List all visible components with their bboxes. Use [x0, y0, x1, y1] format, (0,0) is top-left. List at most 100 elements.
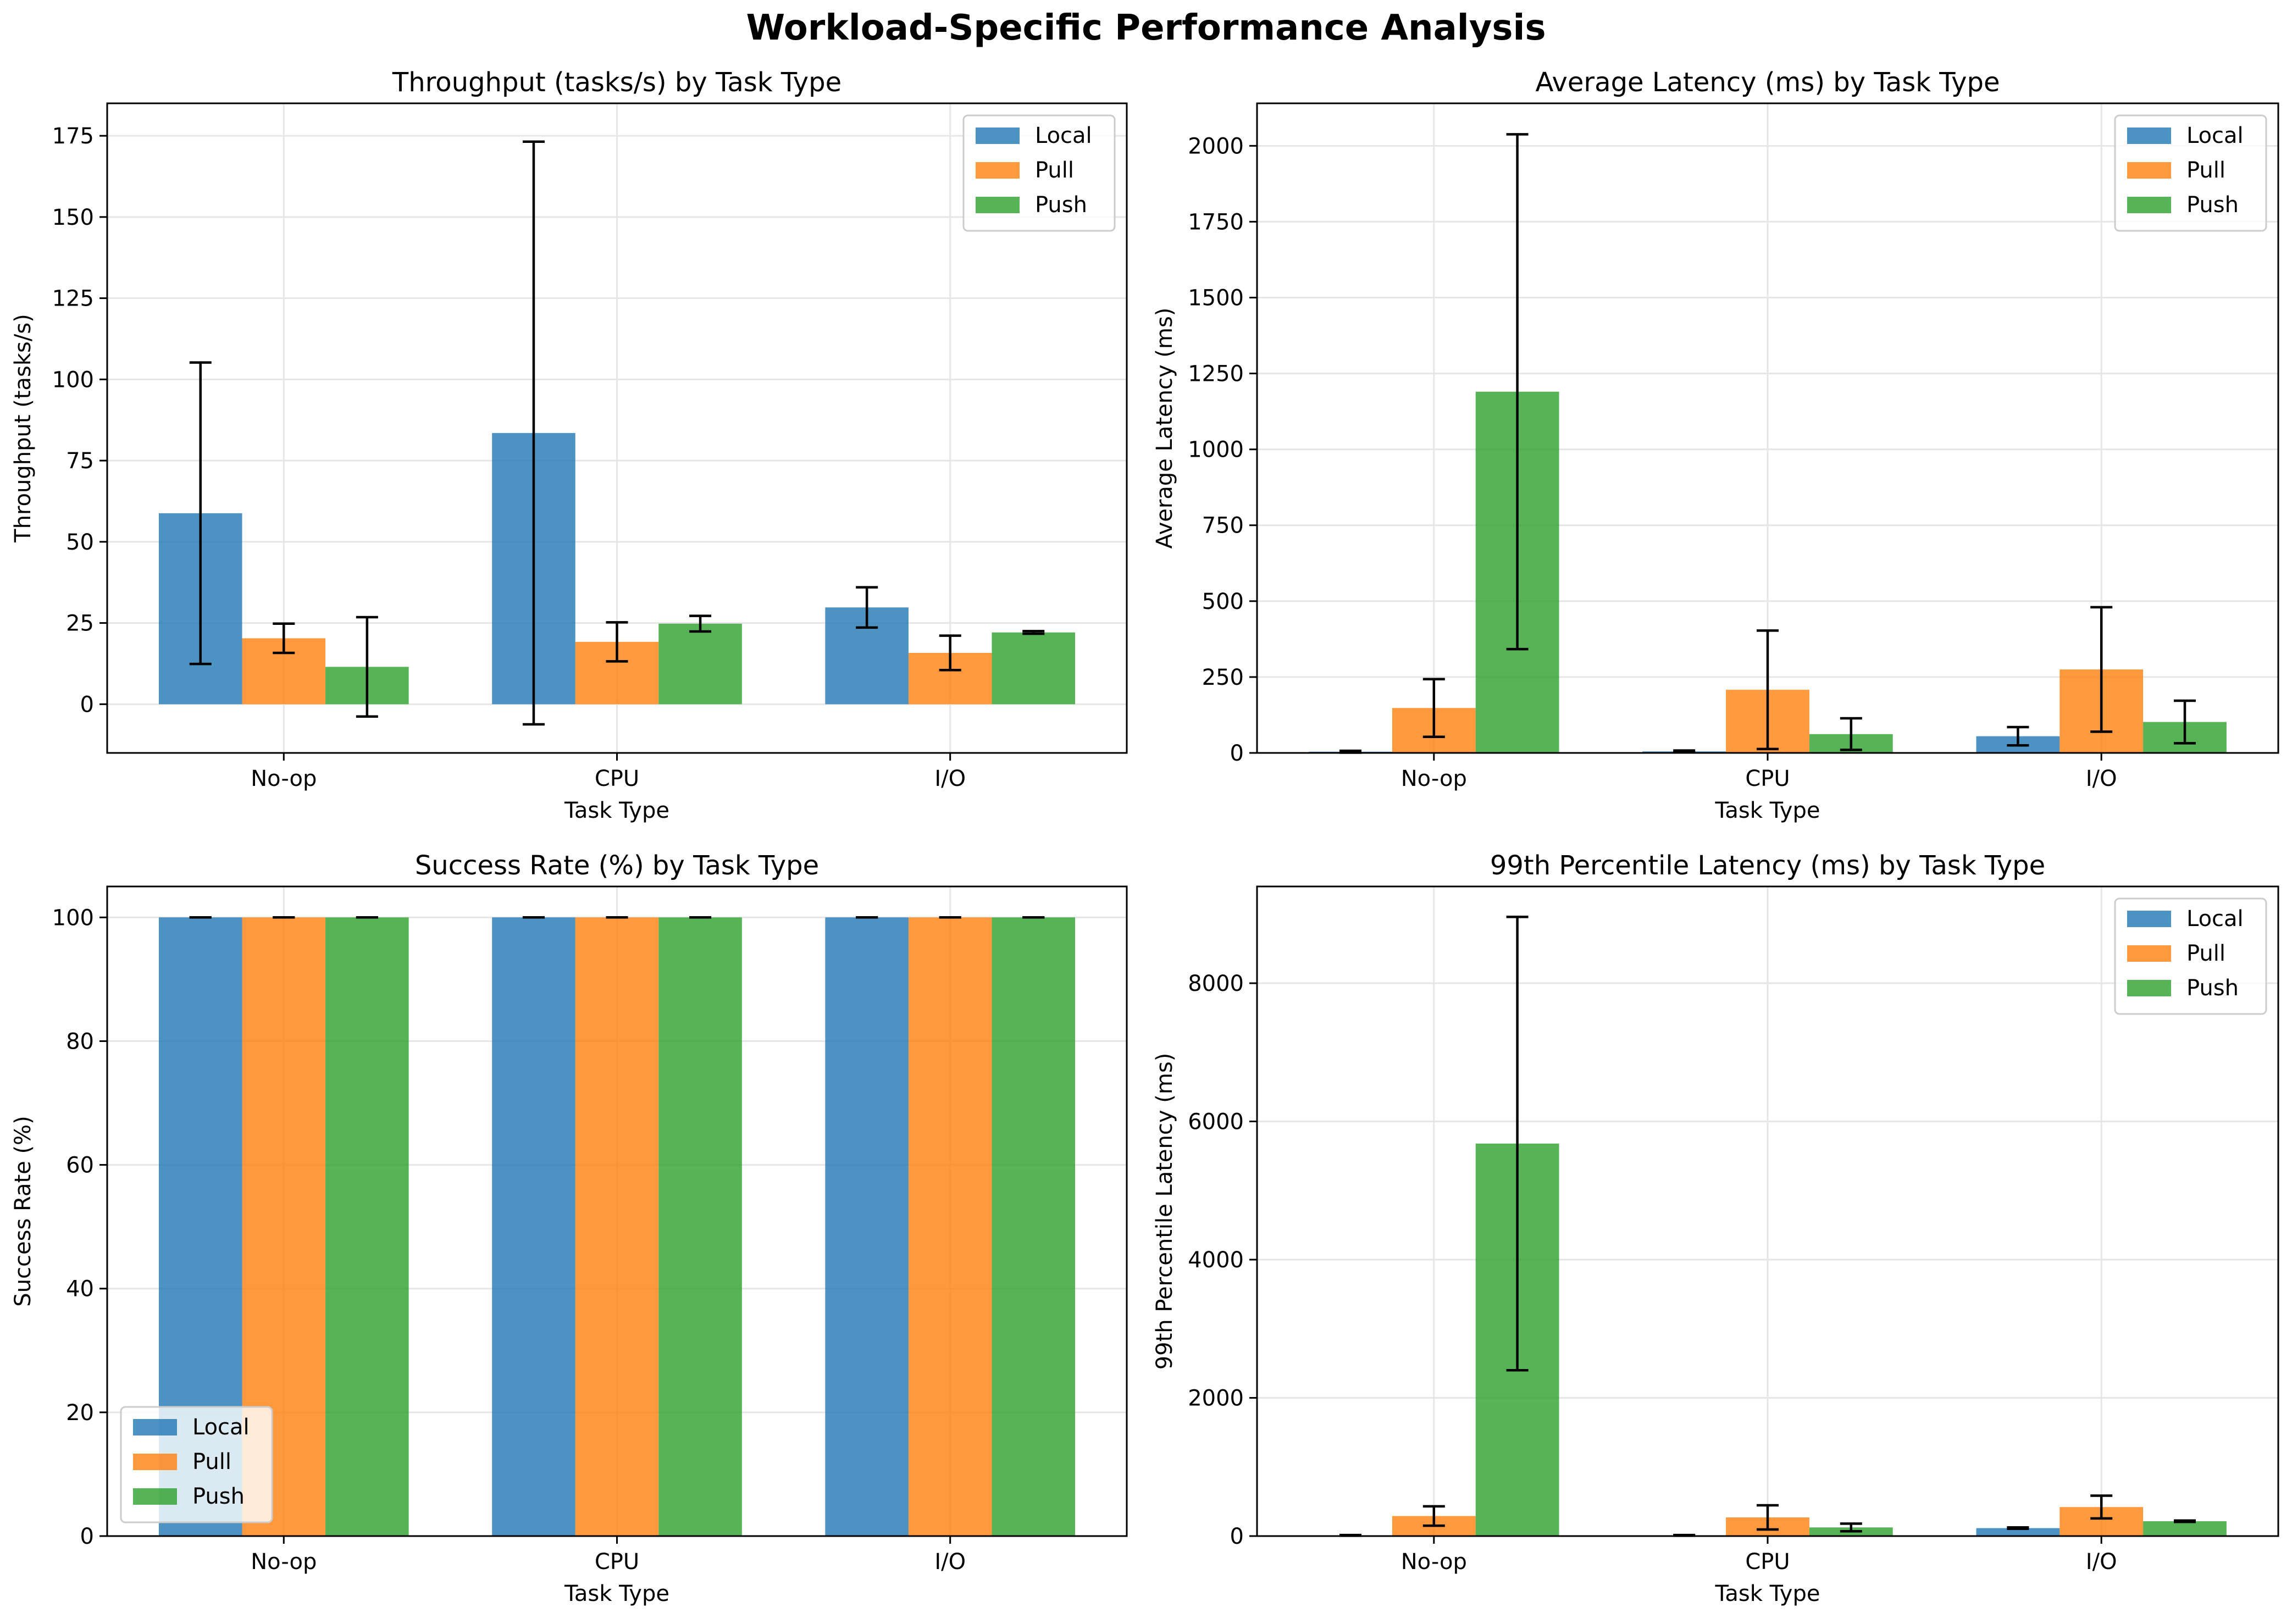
legend: Local Pull Push [962, 114, 1116, 232]
x-axis-label: Task Type [564, 1581, 669, 1606]
y-tick-label: 75 [66, 448, 94, 474]
y-tick-label: 175 [52, 124, 94, 149]
error-bar [689, 614, 712, 633]
legend-swatch-local [2127, 128, 2171, 144]
y-tick-label: 0 [80, 692, 94, 717]
error-bar [1506, 133, 1529, 651]
x-tick-label: CPU [595, 766, 639, 791]
legend-swatch-push [2127, 197, 2171, 213]
legend-label-local: Local [192, 1415, 250, 1440]
y-tick-label: 100 [52, 367, 94, 392]
chart-title: Success Rate (%) by Task Type [415, 850, 819, 881]
y-tick-label: 6000 [1188, 1110, 1244, 1135]
chart-4: 0 2000 4000 6000 8000 No-op CPU I/O 99th Percent… [1152, 850, 2279, 1606]
legend-label-local: Local [1035, 123, 1092, 148]
legend-swatch-pull [976, 162, 1020, 179]
bar-push-io [992, 917, 1076, 1536]
chart-title: Throughput (tasks/s) by Task Type [392, 67, 841, 98]
x-tick-label: I/O [934, 766, 966, 791]
error-bar [1757, 629, 1779, 751]
y-tick-label: 125 [52, 286, 94, 312]
error-bar [1673, 749, 1696, 754]
y-tick-label: 1000 [1188, 437, 1244, 463]
y-tick-label: 25 [66, 611, 94, 636]
error-bar [2007, 1526, 2029, 1531]
error-bar [1422, 678, 1445, 738]
legend-swatch-push [2127, 980, 2171, 996]
error-bar [2007, 725, 2029, 747]
error-bar [273, 622, 295, 655]
x-tick-label: I/O [934, 1549, 966, 1575]
bar-push-cpu [658, 917, 742, 1536]
y-tick-label: 500 [1202, 589, 1244, 614]
legend-label-push: Push [2186, 192, 2239, 218]
x-tick-label: No-op [1401, 1549, 1467, 1575]
error-bar [2090, 1494, 2113, 1520]
legend-swatch-push [133, 1488, 177, 1505]
legend-swatch-local [2127, 911, 2171, 927]
error-bar [1757, 1504, 1779, 1531]
legend-swatch-pull [2127, 162, 2171, 179]
bar-pull-io [908, 917, 992, 1536]
error-bar [939, 634, 961, 672]
y-tick-label: 0 [1230, 741, 1244, 766]
chart-title: Average Latency (ms) by Task Type [1535, 67, 2000, 98]
legend-label-pull: Pull [192, 1449, 231, 1475]
chart-1: 0 25 50 75 100 125 150 175 No-op CPU I/O Throughput… [10, 67, 1128, 823]
error-bar [522, 140, 545, 726]
y-tick-label: 150 [52, 205, 94, 230]
y-tick-label: 0 [1230, 1524, 1244, 1549]
y-tick-label: 4000 [1188, 1248, 1244, 1273]
y-tick-label: 20 [66, 1400, 94, 1426]
y-axis-label: Success Rate (%) [10, 1116, 36, 1306]
legend-label-pull: Pull [2186, 158, 2225, 183]
legend-swatch-local [976, 128, 1020, 144]
legend-label-pull: Pull [2186, 941, 2225, 966]
legend-swatch-pull [133, 1454, 177, 1470]
y-tick-label: 8000 [1188, 971, 1244, 996]
y-tick-label: 40 [66, 1277, 94, 1302]
legend-label-local: Local [2186, 123, 2244, 148]
figure-title: Workload-Specific Performance Analysis [746, 8, 1546, 48]
y-axis-label: 99th Percentile Latency (ms) [1152, 1053, 1177, 1370]
error-bar [2090, 606, 2113, 733]
y-tick-label: 750 [1202, 513, 1244, 539]
y-tick-label: 1750 [1188, 209, 1244, 235]
y-tick-label: 80 [66, 1029, 94, 1054]
y-tick-label: 2000 [1188, 134, 1244, 159]
y-tick-label: 100 [52, 905, 94, 930]
chart-2: 0 250 500 750 1000 1250 1500 1750 2000 No-op CPU I/… [1152, 67, 2279, 823]
bar-local-io [1976, 1528, 2060, 1536]
error-bar [2173, 699, 2196, 745]
y-tick-label: 250 [1202, 665, 1244, 690]
y-tick-label: 1500 [1188, 285, 1244, 311]
legend-swatch-pull [2127, 945, 2171, 962]
error-bar [1022, 630, 1045, 635]
error-bar [356, 616, 378, 718]
x-tick-label: No-op [251, 766, 317, 791]
bar-push-io [2143, 1521, 2227, 1536]
legend-label-push: Push [1035, 192, 1087, 218]
x-tick-label: I/O [2086, 766, 2117, 791]
x-tick-label: No-op [1401, 766, 1467, 791]
bar-push-io [992, 632, 1076, 705]
error-bar [1840, 1522, 1862, 1533]
legend: Local Pull Push [2114, 897, 2267, 1015]
x-axis-label: Task Type [1715, 1581, 1820, 1606]
x-tick-label: CPU [1745, 1549, 1790, 1575]
x-axis-label: Task Type [564, 798, 669, 823]
error-bar [2173, 1519, 2196, 1523]
error-bar [1506, 916, 1529, 1372]
chart-3: 0 20 40 60 80 100 No-op CPU I/O Success Rate (%) … [10, 850, 1128, 1606]
y-tick-label: 2000 [1188, 1386, 1244, 1411]
y-axis-label: Throughput (tasks/s) [10, 314, 36, 543]
bar-pull-cpu [575, 917, 659, 1536]
legend-swatch-local [133, 1419, 177, 1435]
y-axis-label: Average Latency (ms) [1152, 308, 1177, 549]
legend-label-pull: Pull [1035, 158, 1074, 183]
x-tick-label: CPU [595, 1549, 639, 1575]
bar-push-cpu [658, 623, 742, 705]
legend-swatch-push [976, 197, 1020, 213]
